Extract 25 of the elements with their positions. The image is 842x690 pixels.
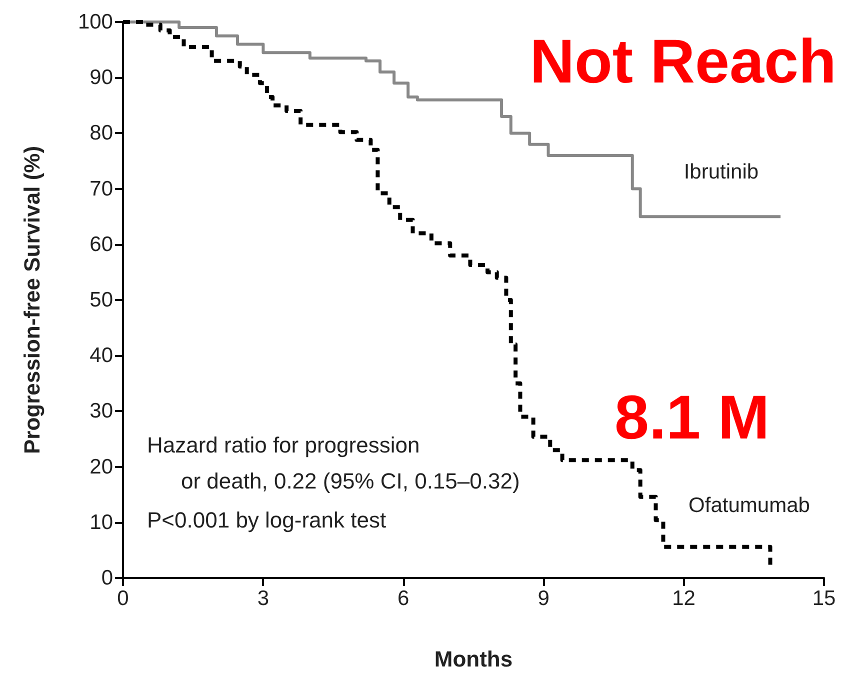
annotation: Not Reach: [530, 28, 836, 96]
annotation: Hazard ratio for progression or death, 0.22 (95% CI, 0.15–0.32): [147, 432, 520, 494]
x-tick-label: 9: [538, 587, 550, 610]
y-tick-label: 80: [90, 122, 113, 145]
y-tick-label: 0: [101, 566, 113, 590]
x-tick-label: 6: [398, 587, 410, 610]
series-label: Ibrutinib: [684, 160, 759, 184]
annotation: P<0.001 by log-rank test: [147, 508, 386, 532]
annotation: 8.1 M: [614, 384, 770, 452]
y-tick-label: 60: [90, 232, 113, 256]
y-tick-label: 50: [90, 288, 113, 312]
y-tick-label: 100: [78, 10, 113, 34]
x-tick-label: 0: [117, 587, 129, 610]
y-tick-label: 70: [90, 177, 113, 200]
y-tick-label: 30: [90, 400, 113, 423]
y-axis-title: Progression-free Survival (%): [20, 146, 44, 454]
y-tick-label: 20: [90, 455, 113, 478]
x-axis-title: Months: [434, 646, 513, 672]
y-tick-label: 40: [90, 344, 113, 368]
x-tick-label: 12: [672, 587, 696, 610]
x-tick-label: 15: [812, 587, 836, 610]
x-tick-label: 3: [257, 587, 270, 610]
series-label: Ofatumumab: [688, 494, 810, 518]
y-tick-label: 10: [90, 510, 113, 534]
y-tick-label: 90: [90, 66, 113, 90]
